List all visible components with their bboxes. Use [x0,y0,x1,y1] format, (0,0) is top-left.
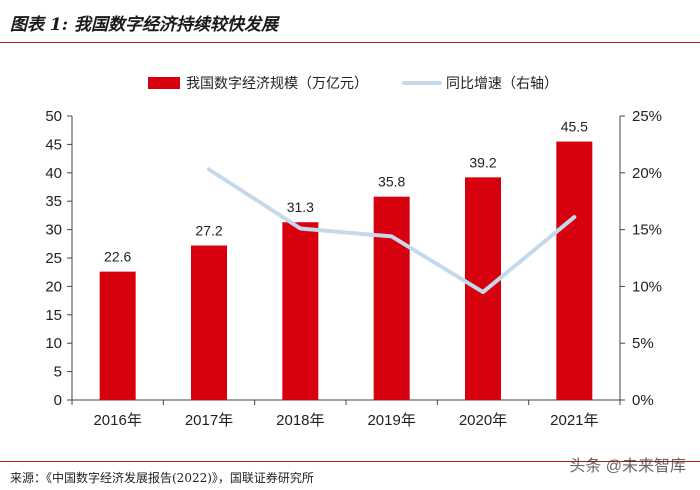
right-tick-label: 5% [632,335,654,352]
bar [99,271,136,400]
x-category-label: 2019年 [367,412,415,429]
legend-label-line: 同比增速（右轴） [446,75,558,91]
figure-title: 图表 1: 我国数字经济持续较快发展 [10,15,278,35]
left-tick-label: 45 [45,136,62,153]
left-tick-label: 50 [45,108,62,125]
combo-chart: 0 5 10 15 20 25 30 35 40 45 50 0% 5% 10% 15% 20% 25% 2016… [45,75,662,429]
right-tick-label: 20% [632,165,662,182]
top-rule [0,42,700,43]
right-tick-label: 0% [632,392,654,409]
bar [373,196,410,400]
bar-data-label: 27.2 [195,223,222,239]
bar-data-label: 22.6 [104,249,131,265]
left-tick-label: 30 [45,222,62,239]
x-category-label: 2018年 [276,412,324,429]
left-tick-label: 0 [54,392,62,409]
watermark: 头条 @未来智库 [569,452,686,476]
legend-label-bar: 我国数字经济规模（万亿元） [186,75,368,91]
figure-header: 图表 1: 我国数字经济持续较快发展 [0,0,700,44]
bar [465,177,501,400]
x-category-label: 2016年 [93,412,141,429]
left-tick-label: 10 [45,335,62,352]
bottom-rule [0,461,700,462]
left-tick-label: 40 [45,165,62,182]
right-tick-label: 15% [632,222,662,239]
left-tick-label: 35 [45,193,62,210]
left-tick-label: 15 [45,307,62,324]
bar-data-label: 45.5 [561,119,588,135]
bar [191,245,227,400]
bar-data-label: 35.8 [378,174,405,190]
growth-point [390,234,394,238]
right-tick-label: 10% [632,278,662,295]
watermark-text: 头条 @未来智库 [569,458,686,475]
growth-point [207,167,211,171]
source-note: 来源：《中国数字经济发展报告(2022)》，国联证券研究所 [10,471,314,485]
legend-swatch-bar [148,77,180,89]
growth-point [298,226,302,230]
x-category-label: 2020年 [459,412,507,429]
left-tick-label: 5 [54,364,62,381]
bar-data-label: 31.3 [287,199,314,215]
bar [556,141,593,400]
left-tick-label: 20 [45,278,62,295]
left-tick-label: 25 [45,250,62,267]
x-category-label: 2017年 [185,412,233,429]
right-tick-label: 25% [632,108,662,125]
x-category-label: 2021年 [550,412,598,429]
growth-point [481,290,485,294]
bar-data-label: 39.2 [469,154,496,170]
growth-point [572,215,576,219]
bar [282,222,319,400]
